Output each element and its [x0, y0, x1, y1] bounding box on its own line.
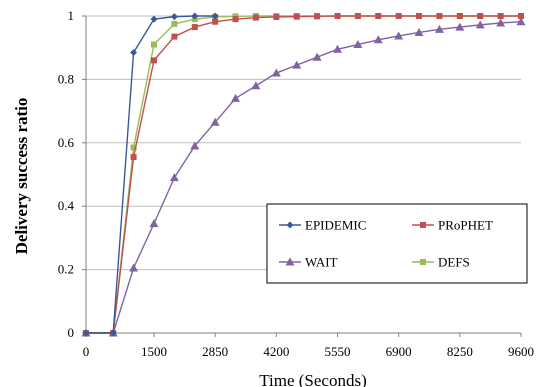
- series-line-wait: [86, 21, 522, 334]
- x-tick-labels: 0 1500 2850 4200 5550 6900 8250 9600: [83, 344, 534, 359]
- data-point-epidemic: [109, 329, 117, 337]
- legend-label: PRoPHET: [438, 218, 493, 233]
- legend-item-prophet: PRoPHET: [412, 218, 493, 233]
- data-point-prophet: [232, 16, 239, 23]
- data-point-wait: [373, 35, 383, 44]
- data-point-prophet: [416, 13, 423, 19]
- data-point-wait: [455, 22, 465, 31]
- y-tick-label: 1: [68, 8, 75, 23]
- series-defs: [83, 13, 524, 336]
- legend-swatch-marker: [420, 259, 426, 265]
- x-tick-label: 8250: [447, 344, 473, 359]
- data-point-prophet: [191, 24, 198, 31]
- data-point-prophet: [334, 13, 341, 19]
- y-tick-label: 0.8: [58, 71, 74, 86]
- data-point-wait: [516, 17, 526, 26]
- data-point-epidemic: [82, 329, 90, 337]
- data-point-prophet: [171, 33, 178, 40]
- data-point-wait: [496, 18, 506, 27]
- data-point-defs: [171, 20, 178, 27]
- legend: EPIDEMIC PRoPHET WAIT DEFS: [266, 203, 528, 284]
- data-point-defs: [130, 144, 137, 151]
- data-point-wait: [414, 27, 424, 36]
- data-point-wait: [292, 60, 302, 69]
- series-group: [81, 12, 526, 337]
- data-point-wait: [149, 219, 159, 228]
- y-tick-labels: 0 0.2 0.4 0.6 0.8 1: [58, 8, 75, 340]
- data-point-prophet: [497, 13, 504, 19]
- data-point-prophet: [375, 13, 382, 19]
- legend-label: WAIT: [305, 255, 338, 270]
- data-point-wait: [129, 263, 139, 272]
- data-point-wait: [312, 52, 322, 61]
- data-point-wait: [251, 81, 261, 90]
- x-tick-label: 9600: [508, 344, 534, 359]
- series-line-prophet: [86, 15, 521, 334]
- series-prophet: [83, 13, 524, 336]
- data-point-epidemic: [191, 12, 199, 20]
- y-axis-title: Delivery success ratio: [12, 98, 31, 255]
- y-tick-label: 0.6: [58, 135, 75, 150]
- data-point-defs: [150, 41, 157, 48]
- x-tick-label: 0: [83, 344, 90, 359]
- legend-item-wait: WAIT: [279, 255, 338, 270]
- legend-label: DEFS: [438, 255, 470, 270]
- x-tick-label: 5550: [324, 344, 350, 359]
- data-point-prophet: [354, 13, 361, 19]
- x-tick-label: 2850: [202, 344, 228, 359]
- x-tick-label: 4200: [263, 344, 289, 359]
- x-tick-label: 6900: [386, 344, 412, 359]
- data-point-epidemic: [150, 15, 158, 23]
- data-point-wait: [169, 173, 179, 182]
- legend-box: [266, 203, 528, 284]
- data-point-wait: [332, 44, 342, 53]
- data-point-prophet: [130, 154, 137, 161]
- data-point-wait: [475, 20, 485, 29]
- data-point-prophet: [273, 13, 280, 20]
- legend-label: EPIDEMIC: [305, 218, 366, 233]
- legend-swatch-marker: [285, 257, 295, 266]
- data-point-prophet: [436, 13, 443, 19]
- data-point-prophet: [252, 14, 259, 21]
- data-point-epidemic: [211, 12, 219, 20]
- data-point-wait: [271, 68, 281, 77]
- data-point-wait: [231, 93, 241, 102]
- data-point-prophet: [293, 13, 300, 20]
- series-epidemic: [82, 12, 219, 337]
- data-point-prophet: [212, 18, 219, 25]
- data-point-prophet: [150, 57, 157, 64]
- data-point-wait: [210, 117, 220, 126]
- data-point-prophet: [314, 13, 321, 20]
- data-point-prophet: [395, 13, 402, 19]
- legend-swatch-marker: [286, 221, 294, 229]
- x-axis-title: Time (Seconds): [259, 371, 367, 387]
- axes: [82, 15, 522, 337]
- y-tick-label: 0.2: [58, 262, 74, 277]
- data-point-prophet: [518, 13, 524, 19]
- data-point-wait: [434, 24, 444, 33]
- x-tick-label: 1500: [141, 344, 167, 359]
- data-point-wait: [394, 31, 404, 40]
- data-point-wait: [353, 40, 363, 49]
- data-point-prophet: [456, 13, 463, 19]
- y-tick-label: 0.4: [58, 198, 75, 213]
- legend-item-defs: DEFS: [412, 255, 470, 270]
- data-point-prophet: [477, 13, 484, 19]
- data-point-wait: [190, 141, 200, 150]
- series-line-defs: [86, 15, 521, 334]
- data-point-epidemic: [170, 13, 178, 21]
- y-tick-label: 0: [68, 325, 75, 340]
- legend-item-epidemic: EPIDEMIC: [279, 218, 366, 233]
- series-wait: [81, 17, 526, 337]
- legend-swatch-marker: [420, 222, 426, 228]
- data-point-epidemic: [130, 48, 138, 56]
